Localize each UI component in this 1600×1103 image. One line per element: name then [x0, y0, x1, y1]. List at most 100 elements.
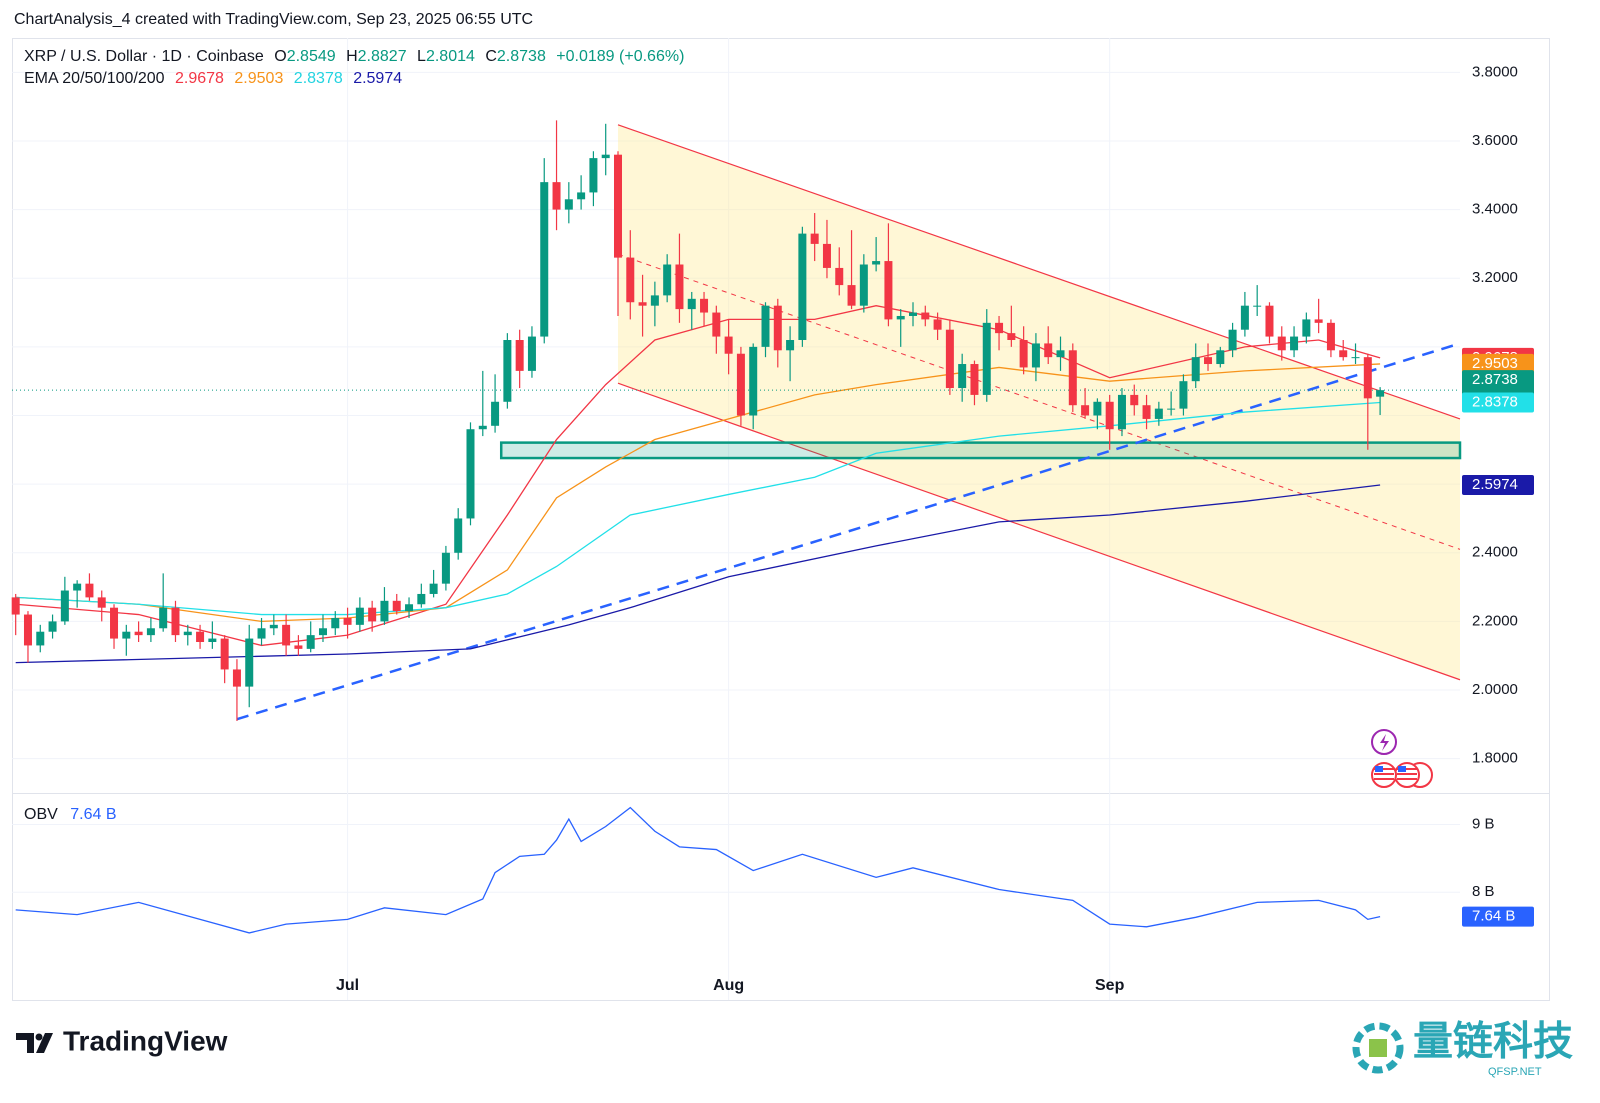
candle-body	[441, 552, 450, 584]
y-tick-label: 3.6000	[1472, 132, 1518, 149]
candle-body	[146, 628, 155, 636]
ema-line	[15, 305, 1381, 647]
candle-body	[773, 305, 782, 351]
candle-body	[1044, 343, 1053, 358]
candle-body	[1191, 357, 1200, 382]
candle-body	[921, 312, 930, 320]
event-icons	[1371, 729, 1433, 788]
open-value: 2.8549	[287, 48, 336, 65]
candle-body	[896, 315, 905, 320]
candle-body	[294, 645, 303, 649]
candle-body	[1068, 350, 1077, 406]
candle-body	[331, 617, 340, 629]
x-tick-label: Aug	[713, 977, 744, 994]
watermark-ring	[1352, 1022, 1404, 1074]
candle-body	[503, 340, 512, 402]
candle-body	[675, 264, 684, 310]
y-tick-label: 3.2000	[1472, 269, 1518, 286]
symbol: XRP / U.S. Dollar · 1D · Coinbase	[24, 48, 264, 65]
high-value: 2.8827	[358, 48, 407, 65]
candle-body	[761, 305, 770, 347]
candle-body	[638, 302, 647, 306]
candle-body	[822, 243, 831, 268]
candle-body	[306, 635, 315, 649]
candle-body	[220, 638, 229, 670]
watermark: 量链科技	[1413, 1020, 1573, 1064]
candle-body	[810, 233, 819, 244]
ohlc-label: H	[346, 48, 358, 65]
candle-body	[613, 154, 622, 258]
candle-body	[835, 267, 844, 286]
brand-logo	[16, 1033, 53, 1053]
candle-body	[60, 590, 69, 622]
candle-body	[798, 233, 807, 340]
candle-body	[1056, 350, 1065, 358]
candle-body	[429, 583, 438, 594]
price-box-label: 2.5974	[1472, 476, 1518, 493]
obv-label: OBV	[24, 806, 58, 823]
legend-ema: EMA 20/50/100/200 2.9678 2.9503 2.8378 2…	[24, 70, 402, 87]
candle-body	[343, 617, 352, 625]
price-box-label: 2.8378	[1472, 393, 1518, 410]
candle-body	[859, 264, 868, 306]
candle-body	[736, 353, 745, 416]
watermark-site: QFSP.NET	[1488, 1066, 1542, 1078]
ema-value: 2.5974	[353, 70, 402, 87]
plot	[11, 120, 1460, 934]
candle-body	[712, 312, 721, 337]
candle-body	[1019, 340, 1028, 368]
channel-mid	[617, 253, 1461, 550]
candle-body	[1228, 329, 1237, 351]
x-tick-label: Jul	[336, 977, 359, 994]
brand-mark-dot	[35, 1033, 43, 1041]
candle-body	[171, 607, 180, 636]
candle-body	[1204, 357, 1213, 365]
flag-icons	[1371, 762, 1433, 788]
y-tick-label: 2.4000	[1472, 544, 1518, 561]
candle-body	[687, 298, 696, 310]
price-box	[1462, 906, 1534, 927]
candle-body	[1142, 405, 1151, 419]
close-value: 2.8738	[497, 48, 546, 65]
ema-value: 2.8378	[294, 70, 343, 87]
candle-body	[1290, 336, 1299, 351]
flag-canton	[1398, 766, 1406, 772]
candle-body	[663, 264, 672, 296]
candle-body	[257, 628, 266, 639]
grid	[12, 38, 1460, 1000]
candle-body	[1007, 333, 1016, 340]
candle-body	[245, 638, 254, 687]
candle-body	[196, 631, 205, 642]
candle-body	[909, 312, 918, 316]
legend-obv: OBV 7.64 B	[24, 806, 117, 823]
watermark-core	[1369, 1039, 1387, 1057]
y-tick-label: 3.4000	[1472, 201, 1518, 218]
candle-body	[1031, 343, 1040, 368]
candle-body	[282, 624, 291, 646]
candle-body	[491, 401, 500, 426]
candle-body	[134, 631, 143, 636]
candle-body	[1302, 319, 1311, 337]
candle-body	[1093, 401, 1102, 416]
candle-body	[995, 322, 1004, 334]
candle-body	[48, 621, 57, 632]
y-tick-label: 9 B	[1472, 815, 1495, 832]
candle-body	[1130, 394, 1139, 406]
candle-body	[650, 295, 659, 306]
price-box-label: 2.8738	[1472, 371, 1518, 388]
candle-body	[73, 583, 82, 591]
price-box	[1462, 392, 1534, 413]
candle-body	[110, 607, 119, 639]
candle-body	[515, 340, 524, 371]
candle-body	[933, 319, 942, 330]
candle-body	[1179, 381, 1188, 409]
candle-body	[1339, 350, 1348, 358]
candle-body	[527, 336, 536, 371]
candle-body	[1167, 408, 1176, 410]
candle-body	[626, 257, 635, 303]
candle-body	[1277, 336, 1286, 351]
candle-body	[970, 364, 979, 395]
ohlc-label: C	[485, 48, 497, 65]
ohlc-label: L	[417, 48, 426, 65]
